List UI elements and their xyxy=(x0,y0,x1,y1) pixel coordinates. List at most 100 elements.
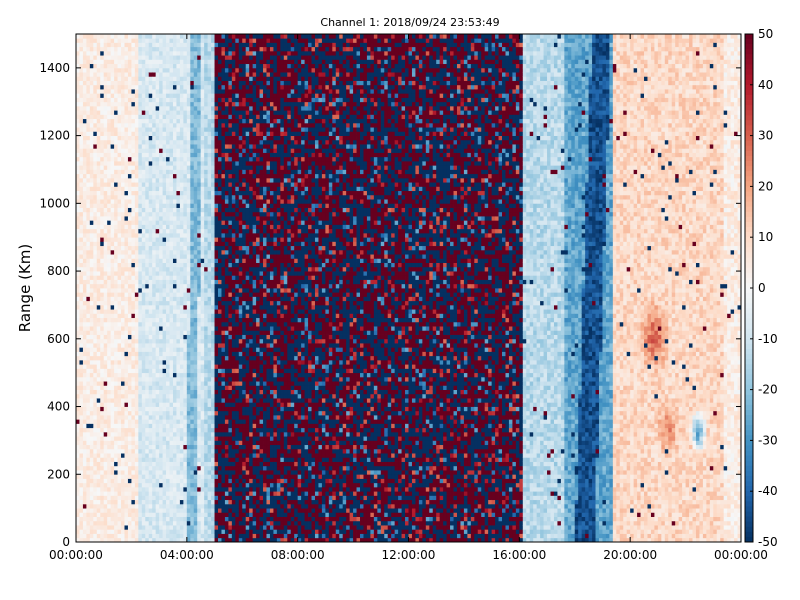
heatmap-cell xyxy=(187,288,191,293)
heatmap-cell xyxy=(76,153,80,158)
heatmap-cell xyxy=(166,305,170,310)
heatmap-cell xyxy=(128,402,132,407)
heatmap-cell xyxy=(156,309,160,314)
heatmap-cell xyxy=(190,326,194,331)
heatmap-cell xyxy=(79,385,83,390)
heatmap-cell xyxy=(194,136,198,141)
heatmap-cell xyxy=(149,81,153,86)
heatmap-cell xyxy=(183,254,187,259)
heatmap-cell xyxy=(201,85,205,90)
heatmap-cell xyxy=(173,169,177,174)
heatmap-cell xyxy=(201,195,205,200)
heatmap-cell xyxy=(201,123,205,128)
heatmap-cell xyxy=(156,483,160,488)
heatmap-cell xyxy=(215,339,219,344)
heatmap-cell xyxy=(152,428,156,433)
heatmap-cell xyxy=(138,495,142,500)
heatmap-cell xyxy=(173,335,177,340)
heatmap-cell xyxy=(118,313,122,318)
heatmap-cell xyxy=(107,55,111,60)
heatmap-cell xyxy=(142,93,146,98)
heatmap-cell xyxy=(180,174,184,179)
heatmap-cell xyxy=(166,153,170,158)
heatmap-cell xyxy=(135,462,139,467)
heatmap-cell xyxy=(90,216,94,221)
heatmap-cell xyxy=(97,309,101,314)
heatmap-cell xyxy=(170,220,174,225)
heatmap-cell xyxy=(100,394,104,399)
heatmap-cell xyxy=(180,263,184,268)
heatmap-cell xyxy=(156,102,160,107)
heatmap-cell xyxy=(163,512,167,517)
heatmap-cell xyxy=(118,182,122,187)
heatmap-cell xyxy=(142,368,146,373)
heatmap-cell xyxy=(121,313,125,318)
heatmap-cell xyxy=(194,191,198,196)
heatmap-cell xyxy=(187,182,191,187)
heatmap-cell xyxy=(138,309,142,314)
heatmap-cell xyxy=(107,174,111,179)
heatmap-cell xyxy=(183,377,187,382)
heatmap-cell xyxy=(107,390,111,395)
heatmap-cell xyxy=(211,525,215,530)
heatmap-cell xyxy=(170,110,174,115)
heatmap-cell xyxy=(114,85,118,90)
heatmap-cell xyxy=(211,284,215,289)
heatmap-cell xyxy=(76,500,80,505)
heatmap-cell xyxy=(183,474,187,479)
heatmap-cell xyxy=(93,436,97,441)
heatmap-cell xyxy=(142,495,146,500)
heatmap-cell xyxy=(176,195,180,200)
heatmap-cell xyxy=(173,195,177,200)
heatmap-cell xyxy=(218,250,222,255)
heatmap-cell xyxy=(97,178,101,183)
heatmap-cell xyxy=(142,491,146,496)
heatmap-cell xyxy=(76,212,80,217)
heatmap-cell xyxy=(204,407,208,412)
heatmap-cell xyxy=(97,491,101,496)
heatmap-cell xyxy=(166,157,170,162)
heatmap-cell xyxy=(190,186,194,191)
heatmap-cell xyxy=(107,148,111,153)
heatmap-cell xyxy=(104,59,108,64)
heatmap-cell xyxy=(190,233,194,238)
heatmap-cell xyxy=(190,119,194,124)
heatmap-cell xyxy=(204,309,208,314)
heatmap-cell xyxy=(159,364,163,369)
heatmap-cell xyxy=(204,466,208,471)
heatmap-cell xyxy=(104,237,108,242)
heatmap-cell xyxy=(152,398,156,403)
heatmap-cell xyxy=(124,415,128,420)
heatmap-cell xyxy=(152,402,156,407)
heatmap-cell xyxy=(201,415,205,420)
heatmap-cell xyxy=(145,330,149,335)
heatmap-cell xyxy=(90,106,94,111)
heatmap-cell xyxy=(197,335,201,340)
heatmap-cell xyxy=(121,335,125,340)
heatmap-cell xyxy=(90,81,94,86)
heatmap-cell xyxy=(208,394,212,399)
heatmap-cell xyxy=(97,288,101,293)
heatmap-cell xyxy=(111,250,115,255)
heatmap-cell xyxy=(215,271,219,276)
heatmap-cell xyxy=(100,313,104,318)
heatmap-cell xyxy=(194,474,198,479)
heatmap-cell xyxy=(142,114,146,119)
heatmap-cell xyxy=(104,415,108,420)
heatmap-cell xyxy=(204,487,208,492)
heatmap-cell xyxy=(100,436,104,441)
heatmap-cell xyxy=(183,356,187,361)
heatmap-cell xyxy=(211,318,215,323)
heatmap-cell xyxy=(208,462,212,467)
heatmap-cell xyxy=(135,271,139,276)
heatmap-cell xyxy=(124,432,128,437)
heatmap-cell xyxy=(79,483,83,488)
heatmap-cell xyxy=(121,34,125,39)
heatmap-cell xyxy=(145,453,149,458)
heatmap-cell xyxy=(156,534,160,539)
heatmap-cell xyxy=(138,131,142,136)
heatmap-cell xyxy=(170,55,174,60)
heatmap-cell xyxy=(201,263,205,268)
heatmap-cell xyxy=(83,487,87,492)
heatmap-cell xyxy=(97,165,101,170)
